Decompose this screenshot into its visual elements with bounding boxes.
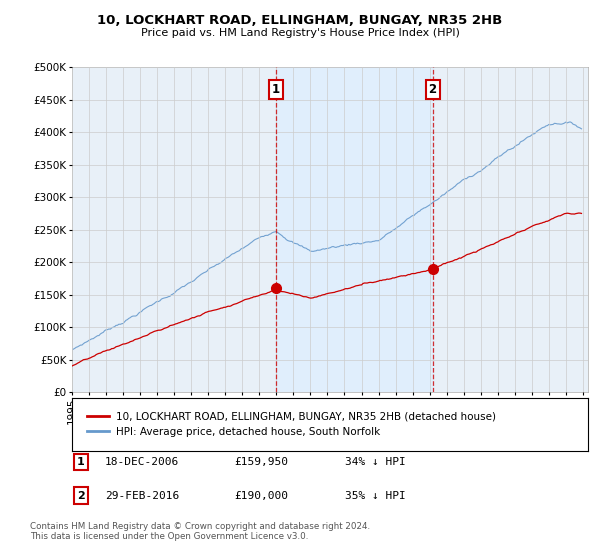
Text: 34% ↓ HPI: 34% ↓ HPI	[345, 457, 406, 467]
Text: 10, LOCKHART ROAD, ELLINGHAM, BUNGAY, NR35 2HB: 10, LOCKHART ROAD, ELLINGHAM, BUNGAY, NR…	[97, 14, 503, 27]
Text: 29-FEB-2016: 29-FEB-2016	[105, 491, 179, 501]
Text: Contains HM Land Registry data © Crown copyright and database right 2024.
This d: Contains HM Land Registry data © Crown c…	[30, 522, 370, 542]
Bar	[276, 67, 433, 392]
Text: 18-DEC-2006: 18-DEC-2006	[105, 457, 179, 467]
Legend: 10, LOCKHART ROAD, ELLINGHAM, BUNGAY, NR35 2HB (detached house), HPI: Average pr: 10, LOCKHART ROAD, ELLINGHAM, BUNGAY, NR…	[82, 408, 500, 441]
Text: Price paid vs. HM Land Registry's House Price Index (HPI): Price paid vs. HM Land Registry's House …	[140, 28, 460, 38]
Text: £190,000: £190,000	[234, 491, 288, 501]
Text: 2: 2	[77, 491, 85, 501]
Text: 2: 2	[428, 83, 437, 96]
Text: 1: 1	[77, 457, 85, 467]
Text: £159,950: £159,950	[234, 457, 288, 467]
Text: 35% ↓ HPI: 35% ↓ HPI	[345, 491, 406, 501]
Text: 1: 1	[272, 83, 280, 96]
